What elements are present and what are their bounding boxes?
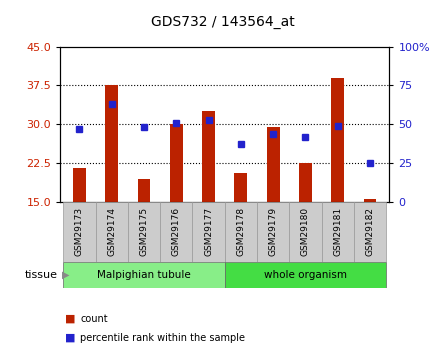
Text: count: count bbox=[80, 314, 108, 324]
Bar bbox=[354, 202, 386, 262]
Bar bbox=[192, 202, 225, 262]
Bar bbox=[96, 202, 128, 262]
Text: ■: ■ bbox=[65, 333, 75, 343]
Text: GSM29173: GSM29173 bbox=[75, 207, 84, 256]
Bar bbox=[257, 202, 289, 262]
Bar bbox=[170, 124, 183, 202]
Bar bbox=[289, 202, 322, 262]
Text: GSM29182: GSM29182 bbox=[365, 207, 375, 256]
Text: GSM29177: GSM29177 bbox=[204, 207, 213, 256]
Bar bbox=[364, 199, 376, 202]
Bar bbox=[322, 202, 354, 262]
Text: GSM29176: GSM29176 bbox=[172, 207, 181, 256]
Bar bbox=[225, 262, 386, 288]
Bar bbox=[63, 202, 96, 262]
Bar bbox=[105, 85, 118, 202]
Text: tissue: tissue bbox=[25, 270, 58, 280]
Text: ▶: ▶ bbox=[62, 270, 70, 280]
Bar bbox=[128, 202, 160, 262]
Bar bbox=[73, 168, 86, 202]
Text: GSM29174: GSM29174 bbox=[107, 207, 116, 256]
Bar bbox=[225, 202, 257, 262]
Text: GSM29180: GSM29180 bbox=[301, 207, 310, 256]
Bar bbox=[267, 127, 279, 202]
Bar bbox=[331, 78, 344, 202]
Bar bbox=[63, 262, 225, 288]
Bar bbox=[235, 173, 247, 202]
Bar bbox=[202, 111, 215, 202]
Text: ■: ■ bbox=[65, 314, 75, 324]
Text: GSM29179: GSM29179 bbox=[269, 207, 278, 256]
Text: GSM29175: GSM29175 bbox=[140, 207, 149, 256]
Text: GSM29181: GSM29181 bbox=[333, 207, 342, 256]
Text: percentile rank within the sample: percentile rank within the sample bbox=[80, 333, 245, 343]
Bar bbox=[299, 163, 312, 202]
Bar bbox=[138, 179, 150, 202]
Text: Malpighian tubule: Malpighian tubule bbox=[97, 270, 191, 280]
Text: GDS732 / 143564_at: GDS732 / 143564_at bbox=[150, 16, 295, 29]
Text: GSM29178: GSM29178 bbox=[236, 207, 245, 256]
Text: whole organism: whole organism bbox=[264, 270, 347, 280]
Bar bbox=[160, 202, 192, 262]
